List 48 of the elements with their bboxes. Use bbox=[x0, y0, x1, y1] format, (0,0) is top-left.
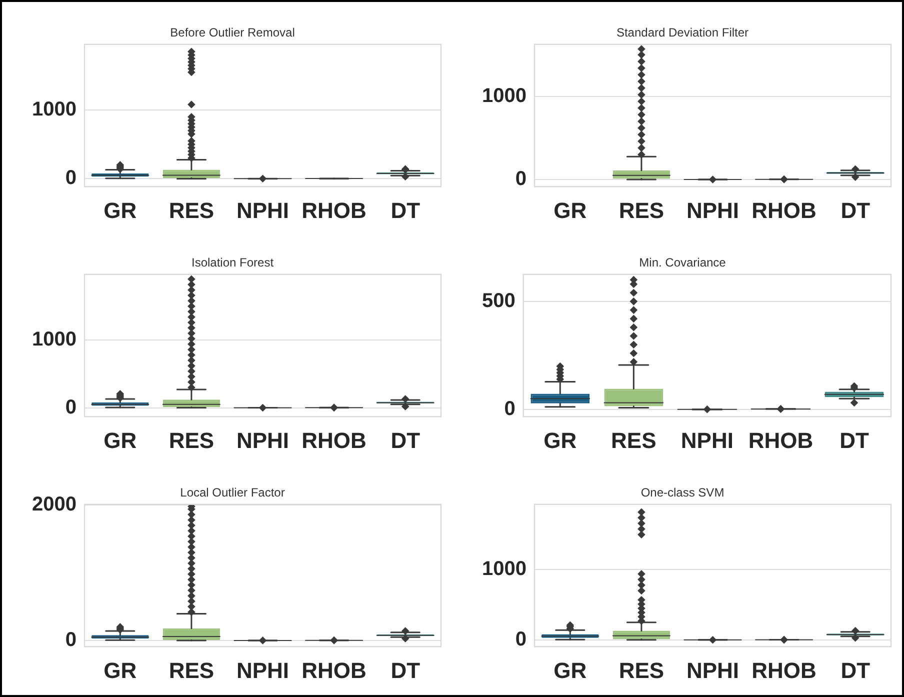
y-tick-label: 0 bbox=[65, 629, 76, 652]
y-tick-label: 0 bbox=[515, 628, 526, 650]
x-tick-label: RES bbox=[168, 658, 214, 683]
x-tick-label: RHOB bbox=[302, 658, 366, 683]
y-tick-label: 0 bbox=[515, 168, 526, 190]
x-tick-label: NPHI bbox=[236, 198, 290, 223]
chart-title: Isolation Forest bbox=[191, 256, 274, 270]
x-tick-label: RES bbox=[618, 658, 664, 683]
x-tick-label: GR bbox=[554, 658, 587, 683]
x-tick-label: GR bbox=[544, 428, 577, 453]
x-tick-label: NPHI bbox=[680, 428, 734, 453]
y-tick-label: 500 bbox=[482, 290, 516, 312]
x-tick-label: NPHI bbox=[236, 658, 290, 683]
x-tick-label: RES bbox=[611, 428, 656, 453]
x-tick-label: RES bbox=[168, 428, 214, 453]
x-tick-label: DT bbox=[390, 658, 421, 683]
x-tick-label: RHOB bbox=[748, 428, 814, 453]
x-tick-label: NPHI bbox=[686, 198, 740, 223]
y-tick-label: 1000 bbox=[482, 84, 526, 107]
x-tick-label: GR bbox=[104, 198, 137, 223]
chart-title: Standard Deviation Filter bbox=[616, 26, 749, 40]
x-tick-label: GR bbox=[104, 658, 137, 683]
x-tick-label: GR bbox=[554, 198, 587, 223]
chart-title: Local Outlier Factor bbox=[180, 486, 285, 500]
y-tick-label: 0 bbox=[65, 396, 76, 418]
y-tick-label: 1000 bbox=[32, 98, 76, 121]
x-tick-label: DT bbox=[390, 428, 421, 453]
y-tick-label: 1000 bbox=[482, 558, 526, 580]
x-tick-label: RHOB bbox=[302, 428, 366, 453]
chart-title: Before Outlier Removal bbox=[170, 26, 295, 40]
x-tick-label: RHOB bbox=[752, 198, 816, 223]
x-tick-label: RES bbox=[618, 198, 664, 223]
x-tick-label: GR bbox=[104, 428, 137, 453]
y-tick-label: 2000 bbox=[32, 494, 76, 516]
x-tick-label: DT bbox=[840, 198, 871, 223]
y-tick-label: 0 bbox=[65, 167, 76, 190]
x-tick-label: RHOB bbox=[752, 658, 816, 683]
x-tick-label: RES bbox=[168, 198, 214, 223]
x-tick-label: DT bbox=[840, 428, 870, 453]
x-tick-label: NPHI bbox=[686, 658, 740, 683]
x-tick-label: DT bbox=[840, 658, 871, 683]
y-tick-label: 1000 bbox=[32, 328, 76, 351]
chart-title: Min. Covariance bbox=[639, 256, 726, 270]
x-tick-label: RHOB bbox=[302, 198, 366, 223]
x-tick-label: NPHI bbox=[236, 428, 290, 453]
x-tick-label: DT bbox=[390, 198, 421, 223]
y-tick-label: 0 bbox=[504, 398, 516, 420]
chart-title: One-class SVM bbox=[640, 486, 724, 500]
